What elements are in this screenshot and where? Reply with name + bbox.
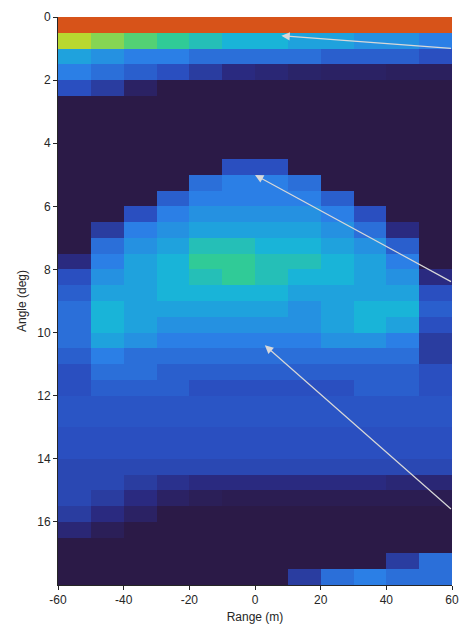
svg-text:6: 6 xyxy=(44,200,51,214)
svg-text:-20: -20 xyxy=(181,593,199,607)
svg-text:40: 40 xyxy=(380,593,394,607)
svg-text:-60: -60 xyxy=(49,593,67,607)
svg-text:14: 14 xyxy=(37,452,51,466)
svg-text:2: 2 xyxy=(44,73,51,87)
svg-text:8: 8 xyxy=(44,263,51,277)
svg-text:-40: -40 xyxy=(115,593,133,607)
svg-text:Range (m): Range (m) xyxy=(227,610,284,624)
svg-text:12: 12 xyxy=(37,389,51,403)
svg-text:16: 16 xyxy=(37,515,51,529)
svg-text:20: 20 xyxy=(314,593,328,607)
svg-text:4: 4 xyxy=(44,136,51,150)
svg-text:60: 60 xyxy=(445,593,459,607)
svg-text:Angle (deg): Angle (deg) xyxy=(15,270,29,332)
svg-text:10: 10 xyxy=(37,326,51,340)
svg-text:0: 0 xyxy=(44,10,51,24)
svg-text:0: 0 xyxy=(252,593,259,607)
